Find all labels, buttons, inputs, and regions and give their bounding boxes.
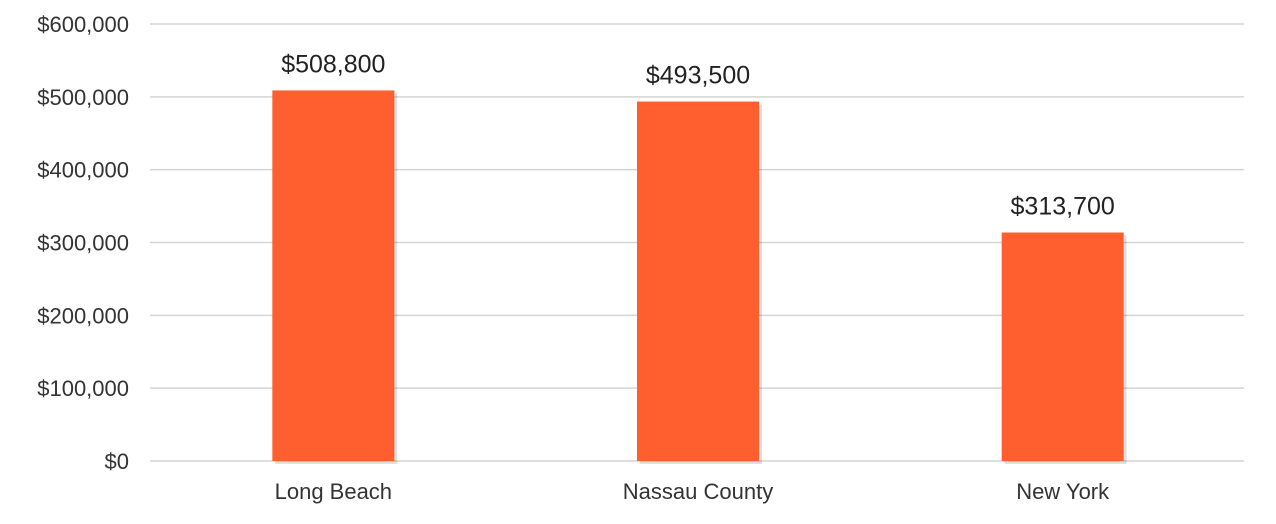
bar — [272, 90, 395, 461]
x-category-label: Nassau County — [623, 479, 773, 504]
bar-value-label: $493,500 — [646, 62, 750, 90]
bar — [637, 101, 759, 461]
bars — [272, 90, 1127, 464]
y-tick-label: $200,000 — [37, 303, 129, 328]
y-tick-label: $100,000 — [37, 376, 129, 401]
y-tick-label: $0 — [105, 449, 129, 474]
x-category-label: New York — [1016, 479, 1110, 504]
data-labels: $508,800 $493,500 $313,700 — [281, 50, 1115, 220]
bar-value-label: $508,800 — [281, 50, 385, 78]
y-tick-label: $500,000 — [37, 85, 129, 110]
y-axis-tick-labels: $0 $100,000 $200,000 $300,000 $400,000 $500,0… — [37, 12, 129, 474]
y-tick-label: $600,000 — [37, 12, 129, 37]
y-tick-label: $300,000 — [37, 231, 129, 256]
y-tick-label: $400,000 — [37, 158, 129, 183]
bar — [1001, 232, 1124, 461]
x-axis-category-labels: Long Beach Nassau County New York — [275, 479, 1111, 504]
x-category-label: Long Beach — [275, 479, 392, 504]
bar-value-label: $313,700 — [1011, 193, 1115, 221]
